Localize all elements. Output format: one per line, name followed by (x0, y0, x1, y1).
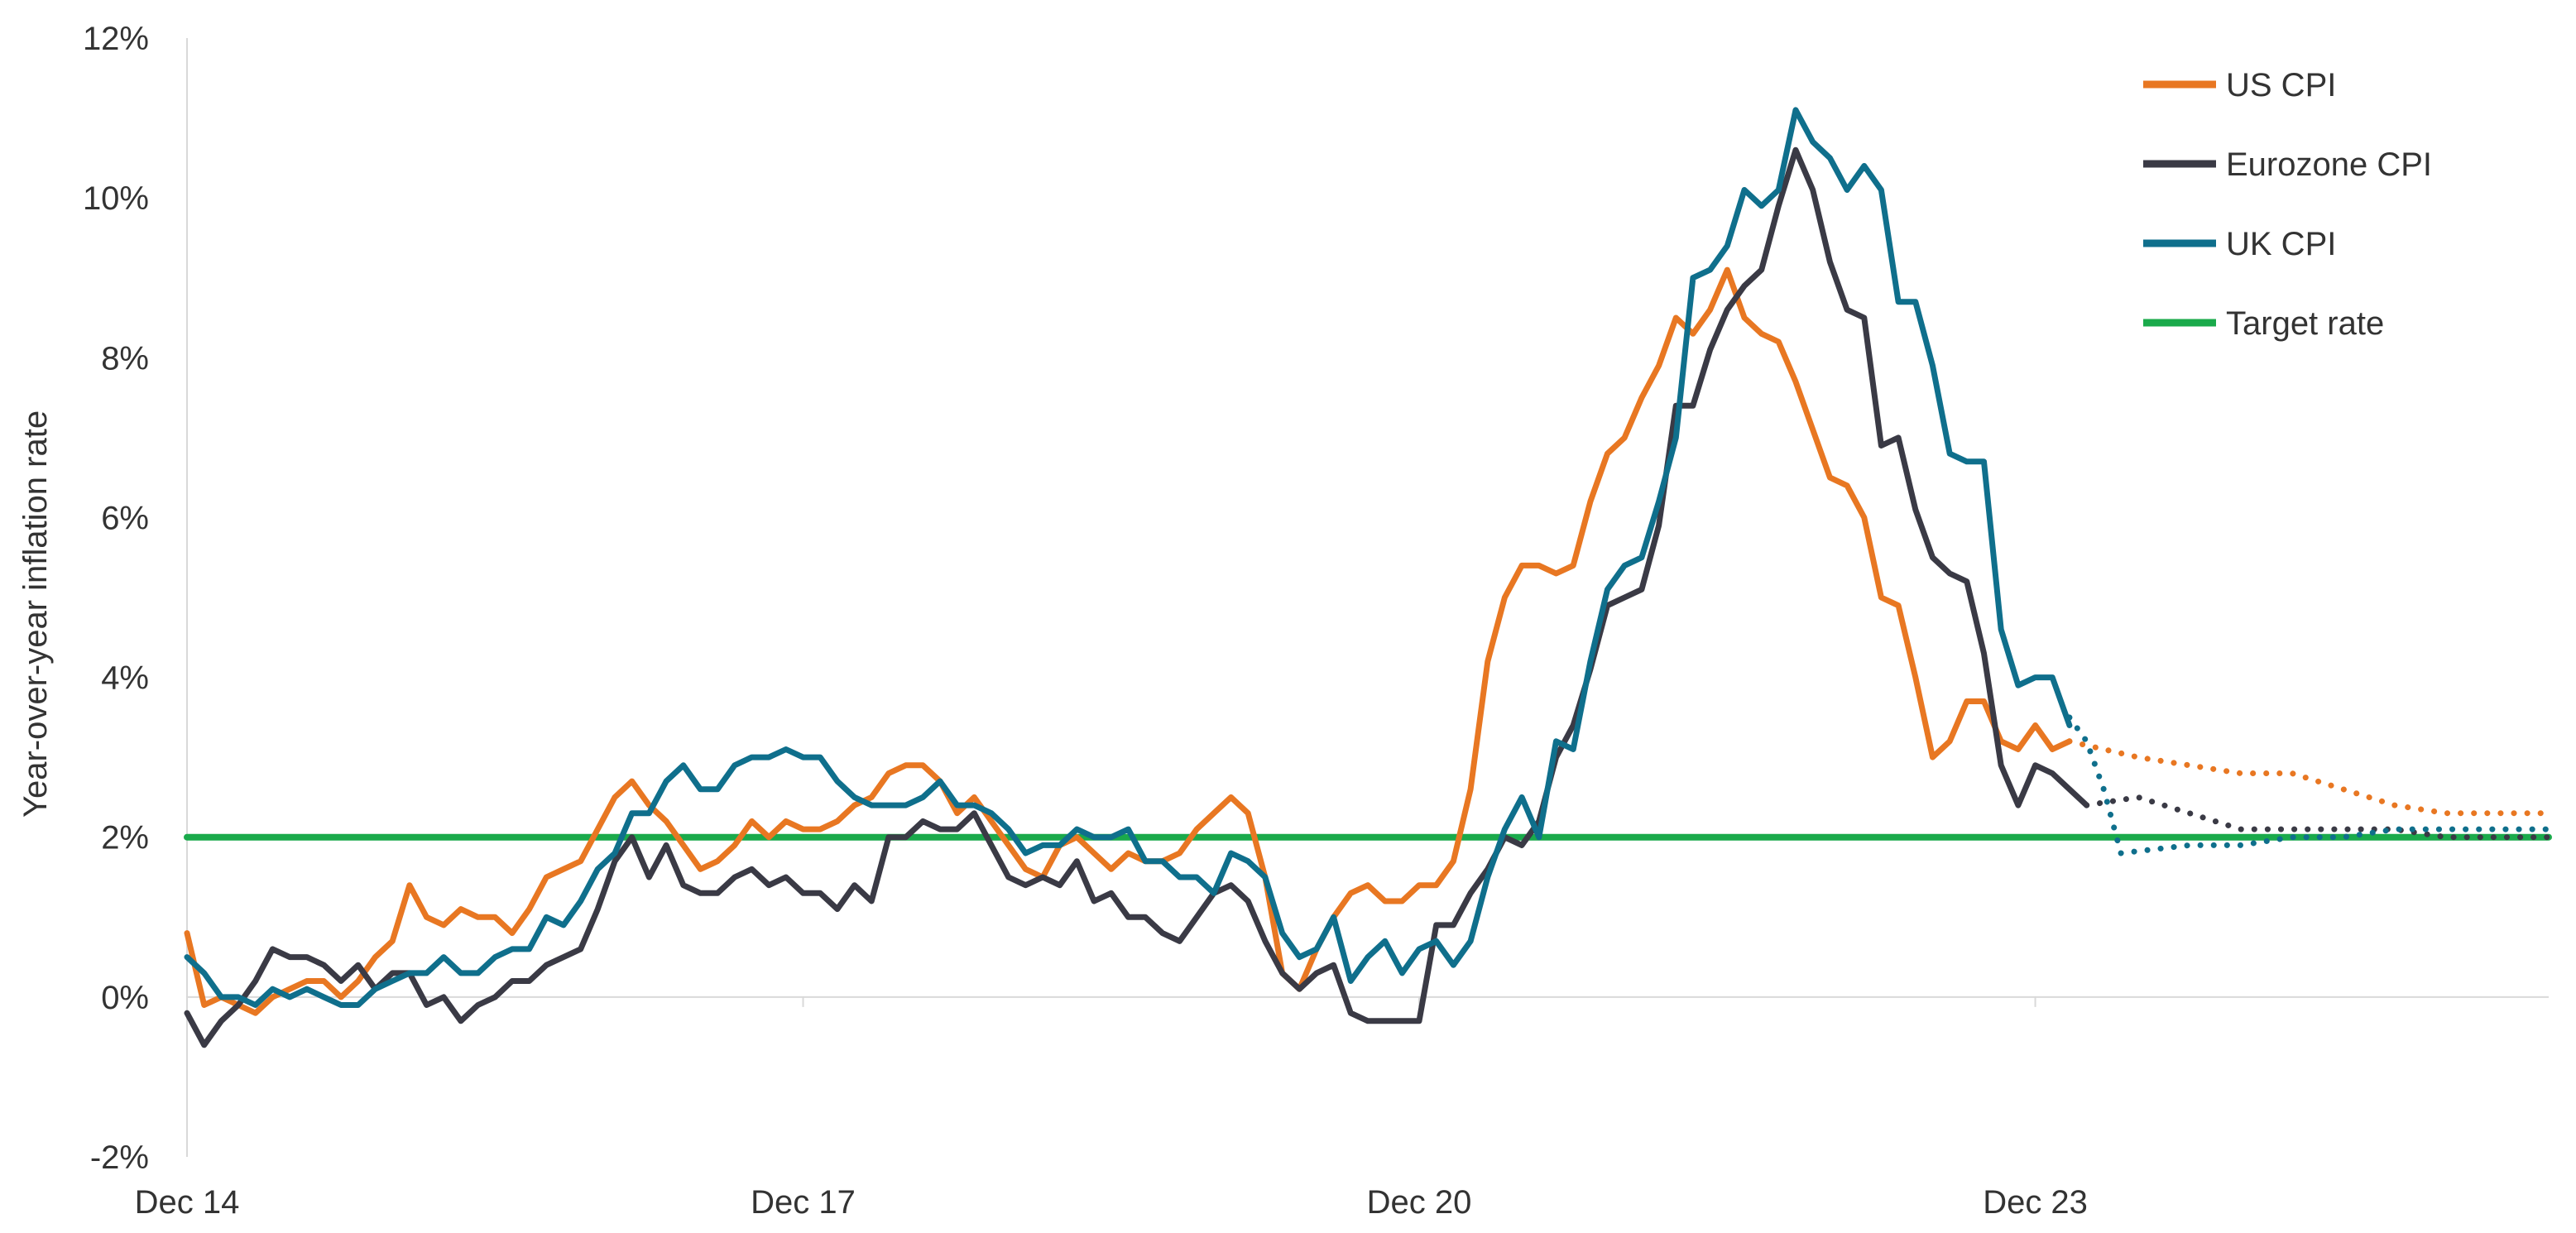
series-layer (184, 107, 2552, 1048)
y-tick-label: 8% (101, 340, 149, 377)
series-line-us-cpi (184, 266, 2073, 1016)
axes: -2% 0% 2% 4% 6% 8% 10% 12% Dec 14 Dec 17 Dec 20 Dec… (83, 21, 2549, 1221)
series-forecast-us-cpi (2066, 738, 2552, 817)
legend-label: Eurozone CPI (2226, 146, 2432, 183)
legend-label: US CPI (2226, 67, 2336, 103)
x-tick-label: Dec 20 (1367, 1184, 1472, 1221)
y-tick-label: 0% (101, 980, 149, 1016)
y-tick-label: 6% (101, 500, 149, 536)
series-forecast-eurozone-cpi (2084, 794, 2552, 841)
series-line-uk-cpi (184, 107, 2073, 1008)
x-tick-label: Dec 14 (135, 1184, 240, 1221)
x-tick-label: Dec 17 (751, 1184, 856, 1221)
y-tick-label: 2% (101, 820, 149, 856)
series-forecast-uk-cpi (2066, 714, 2552, 856)
series-line-eurozone-cpi (184, 146, 2090, 1048)
legend-label: Target rate (2226, 305, 2384, 342)
legend-label: UK CPI (2226, 226, 2336, 262)
y-tick-label: 10% (83, 180, 149, 217)
y-tick-label: -2% (90, 1139, 149, 1176)
y-tick-label: 4% (101, 660, 149, 697)
x-tick-label: Dec 23 (1983, 1184, 2088, 1221)
y-axis-title: Year-over-year inflation rate (17, 410, 54, 818)
y-tick-label: 12% (83, 21, 149, 57)
legend: US CPI Eurozone CPI UK CPI Target rate (2143, 67, 2432, 342)
